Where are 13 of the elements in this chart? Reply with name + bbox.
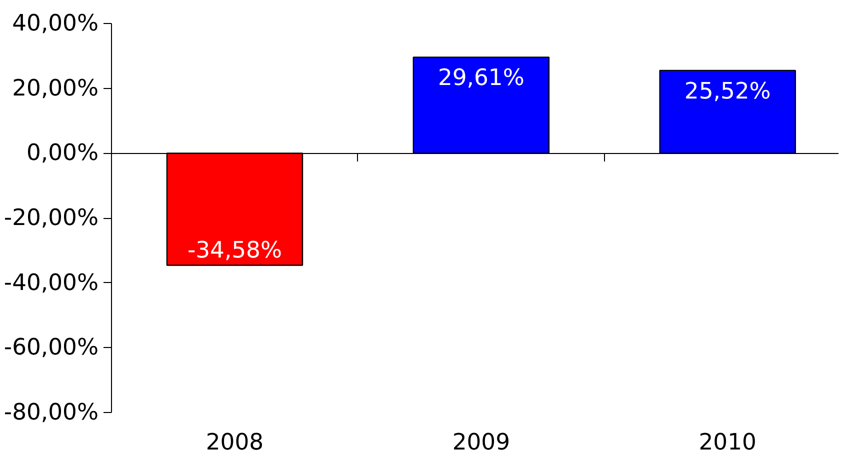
- y-tick-label: 40,00%: [12, 10, 99, 36]
- y-tick-label: -60,00%: [4, 334, 99, 361]
- data-label: 25,52%: [684, 78, 771, 104]
- y-tick-label: 20,00%: [12, 75, 99, 102]
- x-tick-label: 2010: [698, 430, 756, 452]
- y-tick-label: -20,00%: [4, 205, 99, 231]
- y-tick-label: -80,00%: [4, 400, 99, 426]
- data-label: -34,58%: [187, 237, 282, 264]
- x-tick-label: 2009: [452, 430, 510, 452]
- x-tick-label: 2008: [206, 430, 264, 452]
- y-tick-label: -40,00%: [4, 270, 99, 296]
- y-tick-label: 0,00%: [26, 140, 99, 166]
- data-label: 29,61%: [438, 65, 524, 92]
